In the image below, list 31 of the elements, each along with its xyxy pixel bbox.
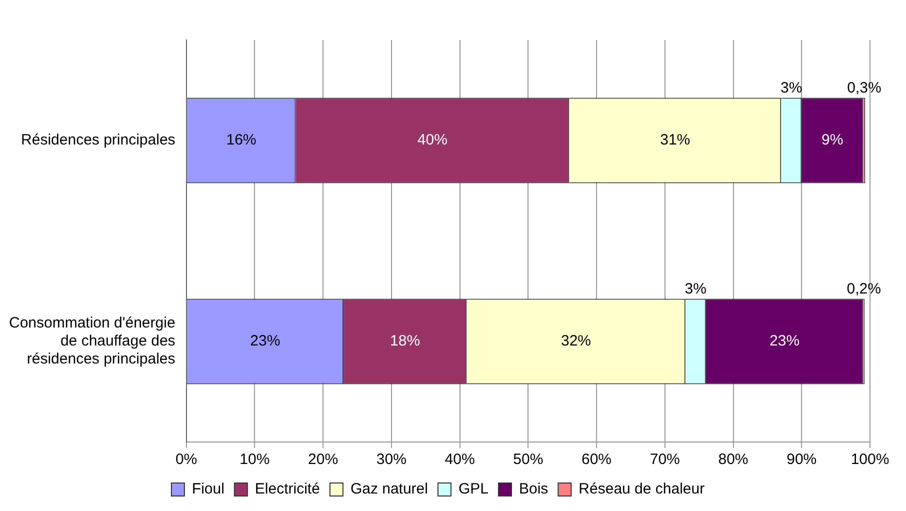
legend-label: Réseau de chaleur <box>578 480 705 498</box>
data-label: 31% <box>660 132 690 149</box>
x-tick-label: 90% <box>786 451 817 468</box>
x-tick-label: 30% <box>376 451 406 468</box>
x-tick-label: 10% <box>240 451 270 468</box>
x-tick-label: 60% <box>582 451 612 468</box>
x-tick-label: 40% <box>444 451 475 468</box>
data-label: 23% <box>770 332 800 350</box>
x-tick-label: 0% <box>175 451 198 468</box>
data-label: 0,2% <box>846 280 881 298</box>
data-label: 3% <box>780 79 802 96</box>
x-tick-label: 80% <box>718 451 748 468</box>
data-label: 16% <box>226 132 256 149</box>
legend-label: GPL <box>458 480 488 498</box>
data-label: 9% <box>822 132 844 149</box>
y-tick-label: Résidences principales <box>21 132 176 149</box>
x-tick-label: 50% <box>513 451 544 468</box>
y-tick-label: Consommation d'énergie de chauffage des résidences principales <box>8 314 176 368</box>
data-label: 40% <box>417 132 448 149</box>
data-label: 18% <box>390 332 420 350</box>
data-label: 32% <box>560 332 592 350</box>
legend-label: Gaz naturel <box>350 480 428 498</box>
data-label: 3% <box>684 280 706 298</box>
x-tick-label: 70% <box>650 451 680 468</box>
legend-label: Electricité <box>254 480 320 498</box>
data-label: 23% <box>250 332 280 350</box>
data-label: 0,3% <box>847 79 882 96</box>
legend-label: Fioul <box>192 480 224 498</box>
x-tick-label: 100% <box>850 451 890 468</box>
legend-label: Bois <box>518 480 548 498</box>
x-tick-label: 20% <box>308 451 338 468</box>
